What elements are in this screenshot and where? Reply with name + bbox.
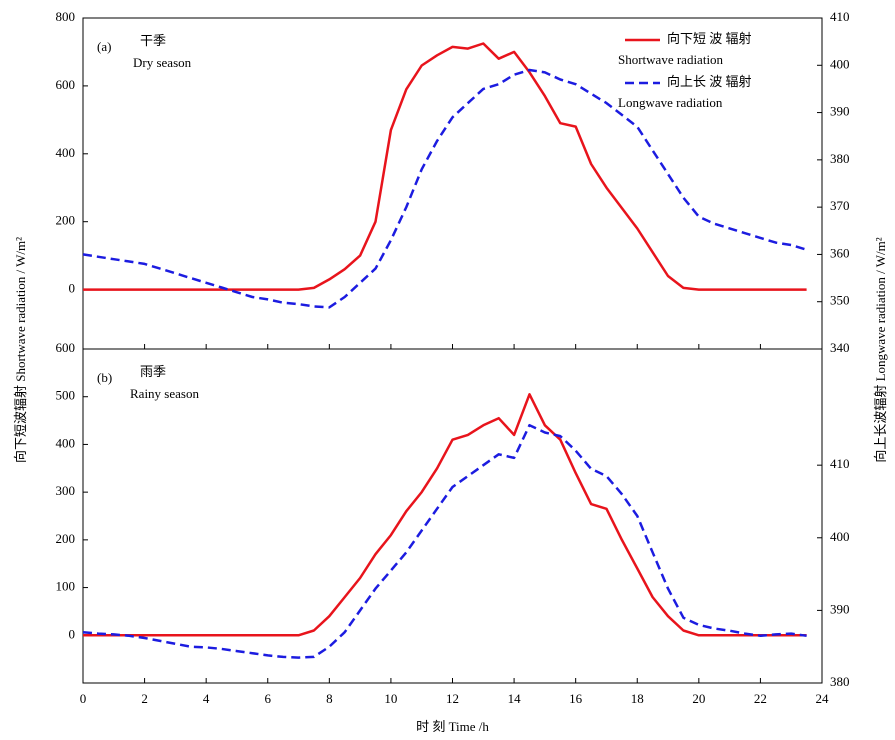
y2-tick-label: 360 [830,245,850,260]
legend-sublabel: Shortwave radiation [618,52,724,67]
y2-tick-label: 380 [830,151,850,166]
x-tick-label: 0 [80,691,87,706]
season-cn: 干季 [140,33,166,48]
y-tick-label: 200 [56,531,76,546]
x-tick-label: 12 [446,691,459,706]
x-tick-label: 6 [265,691,272,706]
y2-axis-label: 向上长波辐射 Longwave radiation / W/m² [873,237,888,462]
x-tick-label: 24 [816,691,830,706]
x-tick-label: 8 [326,691,333,706]
y2-tick-label: 400 [830,56,850,71]
y-tick-label: 400 [56,145,76,160]
y2-tick-label: 350 [830,293,850,308]
y-tick-label: 200 [56,213,76,228]
y-tick-label: 500 [56,388,76,403]
top-frame [82,17,823,350]
season-cn: 雨季 [140,364,166,379]
y-tick-label: 600 [56,340,76,355]
y-tick-label: 300 [56,483,76,498]
y-tick-label: 400 [56,435,76,450]
y-tick-label: 0 [69,281,76,296]
x-tick-label: 22 [754,691,767,706]
line-series [82,68,807,309]
x-tick-label: 16 [569,691,583,706]
y2-tick-label: 390 [830,601,850,616]
legend-label: 向上长 波 辐射 [667,74,752,89]
y2-tick-label: 410 [830,9,850,24]
y2-tick-label: 340 [830,340,850,355]
panel-label: (b) [97,370,112,385]
y2-tick-label: 410 [830,456,850,471]
season-en: Rainy season [130,386,199,401]
legend-sublabel: Longwave radiation [618,95,723,110]
y2-tick-label: 370 [830,198,850,213]
line-series [82,423,807,659]
x-tick-label: 10 [384,691,397,706]
y-tick-label: 600 [56,77,76,92]
y2-tick-label: 390 [830,104,850,119]
x-tick-label: 20 [692,691,705,706]
x-tick-label: 2 [141,691,148,706]
x-tick-label: 4 [203,691,210,706]
y-axis-label: 向下短波辐射 Shortwave radiation / W/m² [13,237,28,463]
y-tick-label: 800 [56,9,76,24]
line-series [83,42,807,291]
y2-tick-label: 380 [830,674,850,689]
x-tick-label: 18 [631,691,644,706]
panel-label: (a) [97,39,111,54]
y2-tick-label: 400 [830,529,850,544]
y-tick-label: 0 [69,626,76,641]
x-tick-label: 14 [508,691,522,706]
x-axis-label: 时 刻 Time /h [416,719,489,734]
legend-label: 向下短 波 辐射 [667,31,752,46]
season-en: Dry season [133,55,192,70]
y-tick-label: 100 [56,579,76,594]
line-series [83,393,807,637]
